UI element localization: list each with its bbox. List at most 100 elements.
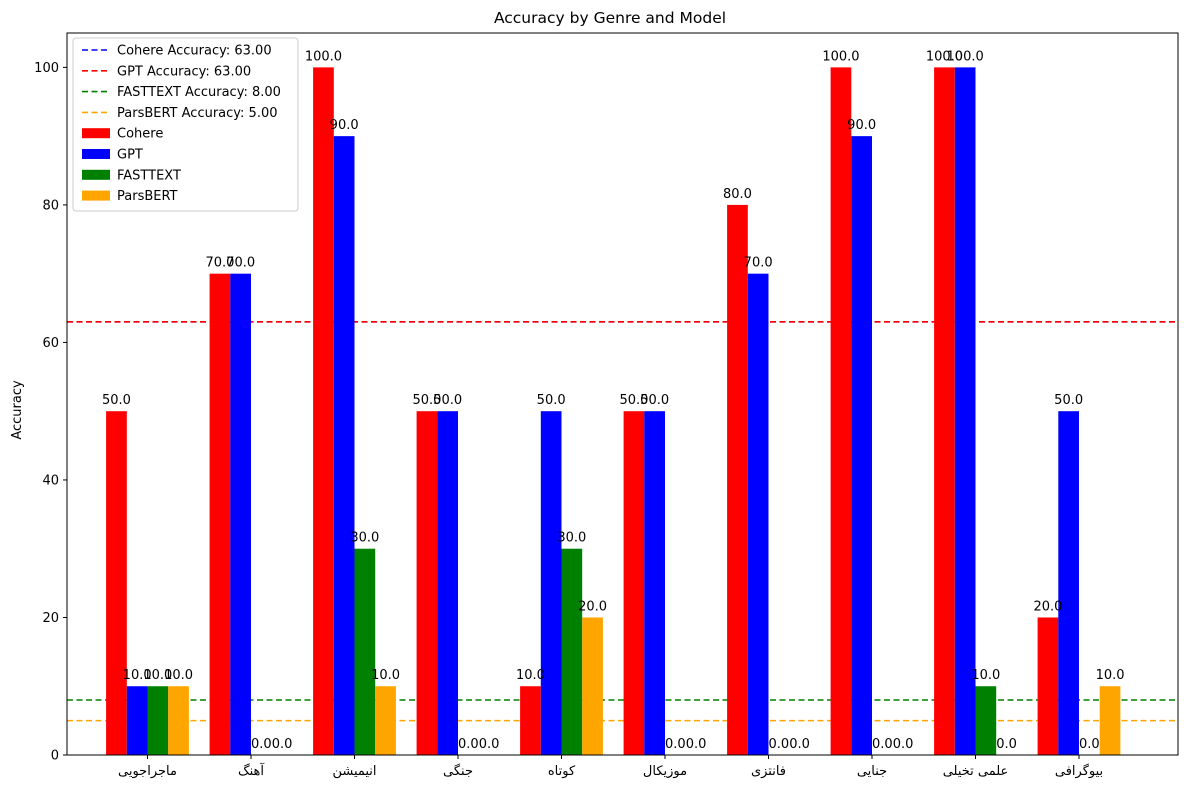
legend-bar-swatch-3 bbox=[82, 190, 110, 201]
bar-gpt-9 bbox=[1058, 411, 1079, 755]
y-tick-label-2: 40 bbox=[42, 473, 59, 488]
bar-label-cohere-1: 70.0 bbox=[205, 256, 234, 271]
bar-label-cohere-0: 50.0 bbox=[102, 393, 131, 408]
bar-label-gpt-2: 90.0 bbox=[330, 118, 359, 133]
bar-cohere-7 bbox=[830, 67, 852, 755]
bar-gpt-7 bbox=[851, 136, 872, 756]
bar-label-cohere-6: 80.0 bbox=[723, 187, 752, 202]
bars-group bbox=[106, 67, 1121, 756]
bar-cohere-3 bbox=[416, 411, 438, 755]
bar-gpt-3 bbox=[437, 411, 458, 755]
x-tick-label-6: فانتزی bbox=[751, 764, 786, 779]
bar-label-cohere-7: 100.0 bbox=[822, 49, 859, 64]
x-tick-label-9: بیوگرافی bbox=[1055, 763, 1103, 779]
bar-label-parsbert-7: 0.0 bbox=[893, 737, 914, 752]
legend-bar-label-0: Cohere bbox=[117, 127, 163, 142]
legend-line-label-3: ParsBERT Accuracy: 5.00 bbox=[117, 106, 278, 121]
y-tick-label-3: 60 bbox=[42, 336, 59, 351]
bar-label-gpt-1: 70.0 bbox=[226, 256, 255, 271]
bar-label-fasttext-2: 30.0 bbox=[350, 531, 379, 546]
legend: Cohere Accuracy: 63.00 GPT Accuracy: 63.0… bbox=[72, 37, 299, 212]
bar-label-fasttext-6: 0.0 bbox=[769, 737, 790, 752]
legend-bar-swatch-2 bbox=[82, 169, 110, 180]
bar-labels-group: 50.010.010.010.070.070.00.0 0.0100.090.03… bbox=[102, 49, 1125, 752]
x-tick-label-3: جنگی bbox=[443, 763, 473, 779]
x-tick-label-8: علمی تخیلی bbox=[943, 764, 1009, 779]
bar-cohere-4 bbox=[520, 686, 541, 755]
legend-line-label-1: GPT Accuracy: 63.00 bbox=[117, 64, 251, 79]
bar-cohere-8 bbox=[934, 67, 955, 755]
bar-label-gpt-0: 10.0 bbox=[123, 668, 152, 683]
bar-gpt-2 bbox=[333, 136, 355, 756]
bar-label-parsbert-8: 0.0 bbox=[996, 737, 1017, 752]
bar-gpt-1 bbox=[230, 273, 251, 755]
bar-label-parsbert-9: 10.0 bbox=[1096, 668, 1125, 683]
bar-label-parsbert-1: 0.0 bbox=[272, 737, 293, 752]
bar-gpt-4 bbox=[540, 411, 562, 755]
x-tick-label-1: آهنگ bbox=[238, 762, 265, 779]
bar-gpt-6 bbox=[747, 273, 769, 755]
bar-label-fasttext-4: 30.0 bbox=[557, 531, 586, 546]
bar-fasttext-8 bbox=[975, 686, 997, 755]
x-tick-label-4: کوتاه bbox=[548, 764, 576, 779]
bar-label-gpt-7: 90.0 bbox=[847, 118, 876, 133]
bar-fasttext-4 bbox=[561, 548, 583, 755]
bar-label-fasttext-7: 0.0 bbox=[872, 737, 893, 752]
bar-cohere-9 bbox=[1037, 617, 1059, 755]
bar-gpt-8 bbox=[954, 67, 976, 755]
bar-fasttext-2 bbox=[354, 548, 376, 755]
bar-gpt-0 bbox=[126, 686, 148, 755]
x-tick-label-7: جنایی bbox=[857, 764, 887, 779]
bar-parsbert-2 bbox=[375, 686, 396, 755]
bar-label-fasttext-3: 0.0 bbox=[458, 737, 479, 752]
legend-box bbox=[72, 37, 299, 212]
bar-label-cohere-2: 100.0 bbox=[305, 49, 342, 64]
bar-label-cohere-8: 100.0 bbox=[926, 49, 963, 64]
bar-label-parsbert-2: 10.0 bbox=[371, 668, 400, 683]
bar-label-gpt-9: 50.0 bbox=[1054, 393, 1083, 408]
x-tick-label-0: ماجراجویی bbox=[118, 764, 177, 779]
x-tick-label-2: انیمیشن bbox=[332, 764, 376, 779]
bar-label-parsbert-3: 0.0 bbox=[479, 737, 500, 752]
bar-label-gpt-4: 50.0 bbox=[537, 393, 566, 408]
bar-label-cohere-4: 10.0 bbox=[516, 668, 545, 683]
bar-parsbert-4 bbox=[582, 617, 603, 755]
bar-label-fasttext-5: 0.0 bbox=[665, 737, 686, 752]
legend-bar-label-2: FASTTEXT bbox=[117, 168, 181, 183]
y-tick-label-5: 100 bbox=[34, 61, 59, 76]
bar-label-fasttext-1: 0.0 bbox=[251, 737, 272, 752]
bar-label-gpt-8: 100.0 bbox=[947, 49, 984, 64]
bar-label-cohere-9: 20.0 bbox=[1033, 599, 1062, 614]
bar-gpt-5 bbox=[644, 411, 665, 755]
legend-line-label-0: Cohere Accuracy: 63.00 bbox=[117, 44, 272, 59]
bar-label-fasttext-8: 10.0 bbox=[971, 668, 1000, 683]
bar-label-cohere-3: 50.0 bbox=[412, 393, 441, 408]
axes-group: 0 20 40 60 80 100 ماجراجویی آهنگ انیمیشن جنگی کوتا… bbox=[34, 32, 1179, 779]
legend-bar-label-1: GPT bbox=[117, 148, 143, 163]
y-tick-label-1: 20 bbox=[42, 611, 59, 626]
bar-label-parsbert-0: 10.0 bbox=[164, 668, 193, 683]
y-axis-label: Accuracy bbox=[10, 380, 25, 440]
y-tick-label-0: 0 bbox=[51, 749, 59, 764]
bar-cohere-6 bbox=[727, 204, 748, 755]
legend-bar-label-3: ParsBERT bbox=[117, 189, 178, 204]
bar-label-gpt-6: 70.0 bbox=[744, 256, 773, 271]
legend-bar-swatch-0 bbox=[82, 128, 110, 139]
y-tick-label-4: 80 bbox=[42, 198, 59, 213]
bar-cohere-2 bbox=[313, 67, 334, 755]
bar-label-parsbert-6: 0.0 bbox=[789, 737, 810, 752]
bar-label-parsbert-4: 20.0 bbox=[578, 599, 607, 614]
bar-cohere-1 bbox=[209, 273, 231, 755]
plot-frame bbox=[66, 32, 1179, 756]
x-tick-label-5: موزیکال bbox=[643, 764, 687, 779]
bar-label-parsbert-5: 0.0 bbox=[686, 737, 707, 752]
bar-label-gpt-5: 50.0 bbox=[640, 393, 669, 408]
legend-bar-swatch-1 bbox=[82, 149, 110, 159]
bar-parsbert-9 bbox=[1099, 686, 1121, 755]
bar-cohere-0 bbox=[106, 411, 127, 755]
bar-parsbert-0 bbox=[168, 686, 189, 755]
bar-label-gpt-3: 50.0 bbox=[433, 393, 462, 408]
bar-label-fasttext-9: 0.0 bbox=[1079, 737, 1100, 752]
bar-fasttext-0 bbox=[147, 686, 169, 755]
